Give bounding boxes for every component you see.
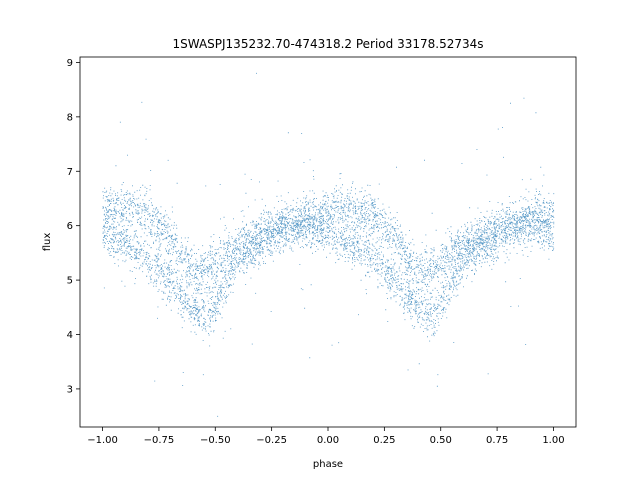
x-tick-label: −0.75	[144, 435, 175, 446]
x-tick-label: 0.00	[317, 435, 339, 446]
x-tick-label: −1.00	[87, 435, 118, 446]
y-tick-label: 4	[67, 330, 73, 341]
y-axis-label: flux	[42, 233, 53, 252]
x-tick-label: 0.75	[486, 435, 508, 446]
scatter-point-cloud	[102, 72, 555, 417]
chart-title: 1SWASPJ135232.70-474318.2 Period 33178.5…	[172, 37, 483, 51]
x-tick-label: 0.50	[430, 435, 452, 446]
y-tick-label: 6	[67, 221, 73, 232]
x-tick-label: −0.25	[256, 435, 287, 446]
x-tick-label: 1.00	[542, 435, 564, 446]
x-axis-label: phase	[313, 459, 343, 470]
x-tick-label: 0.25	[373, 435, 395, 446]
x-axis: −1.00 −0.75 −0.50 −0.25 0.00 0.25 0.50 0.75 1.00	[87, 427, 565, 446]
y-tick-label: 7	[67, 167, 73, 178]
y-tick-label: 5	[67, 276, 73, 287]
y-axis: 3 4 5 6 7 8 9	[67, 58, 80, 395]
y-tick-label: 9	[67, 58, 73, 69]
y-tick-label: 8	[67, 112, 73, 123]
x-tick-label: −0.50	[200, 435, 231, 446]
y-tick-label: 3	[67, 384, 73, 395]
data-points	[102, 72, 555, 417]
